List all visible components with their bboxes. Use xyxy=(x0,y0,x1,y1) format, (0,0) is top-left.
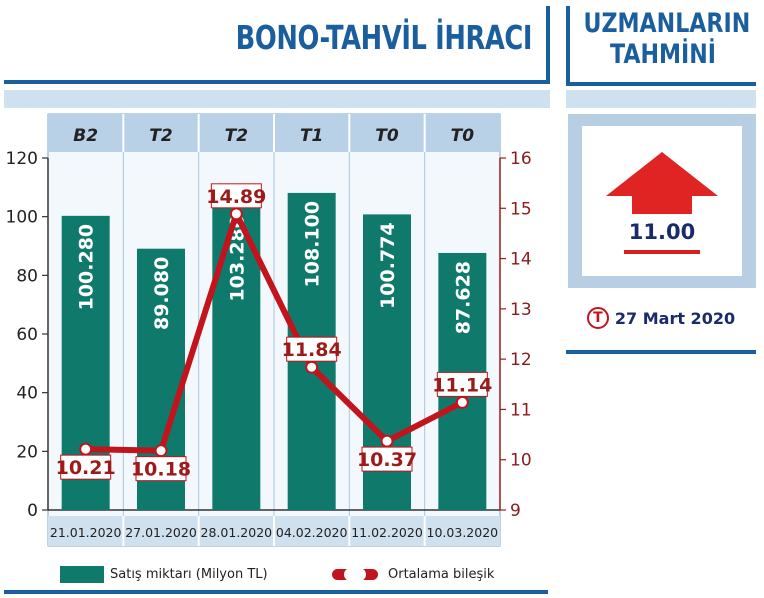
legend-item-line: Ortalama bileşik xyxy=(332,563,494,585)
legend: Satış miktarı (Milyon TL) Ortalama bileş… xyxy=(60,563,520,585)
forecast-title-line2: TAHMİNİ xyxy=(609,39,717,70)
forecast-band xyxy=(566,90,756,108)
bar-value-label: 100.774 xyxy=(377,222,399,309)
x-category-label: 11.02.2020 xyxy=(351,525,423,540)
line-value-label: 11.14 xyxy=(432,374,492,396)
line-path xyxy=(82,210,466,454)
left-tick-label: 60 xyxy=(16,325,38,345)
right-tick-label: 13 xyxy=(510,300,532,320)
chart-title: BONO-TAHVİL İHRACI xyxy=(235,18,533,57)
line-value-label: 11.84 xyxy=(282,339,342,361)
forecast-date: 27 Mart 2020 xyxy=(614,308,736,328)
plot-panel xyxy=(47,113,501,547)
left-axis: 0 20 40 60 80 100 120 xyxy=(6,149,49,521)
right-tick-label: 15 xyxy=(510,199,532,219)
right-tick-label: 10 xyxy=(510,451,532,471)
forecast-date-row: T 27 Mart 2020 xyxy=(566,304,756,332)
forecast-title-line1: UZMANLARIN xyxy=(583,8,751,39)
line-label-box xyxy=(60,454,112,480)
category-header-row: B2 T2 T2 T1 T0 T0 xyxy=(48,114,500,152)
bottom-rule xyxy=(4,590,548,594)
line-value-label: 10.18 xyxy=(131,459,191,481)
up-arrow-icon xyxy=(606,152,718,214)
forecast-panel: UZMANLARIN TAHMİNİ 11.00 T 27 Mart 2020 xyxy=(566,0,760,360)
line-label-box xyxy=(286,336,338,362)
forecast-box: 11.00 xyxy=(568,114,756,288)
line-label-box xyxy=(135,456,187,482)
bar-value-label: 89.080 xyxy=(151,257,173,330)
legend-label-line: Ortalama bileşik xyxy=(388,566,495,582)
title-rule-vertical xyxy=(546,6,550,82)
category-top-label: T0 xyxy=(375,126,399,146)
right-tick-label: 14 xyxy=(510,250,532,270)
category-top-label: T0 xyxy=(451,126,475,146)
forecast-value: 11.00 xyxy=(628,220,696,244)
title-block: BONO-TAHVİL İHRACI xyxy=(4,0,550,88)
category-top-label: B2 xyxy=(73,126,98,146)
date-row: 21.01.2020 27.01.2020 28.01.2020 04.02.2020… xyxy=(48,516,500,546)
x-category-label: 04.02.2020 xyxy=(276,525,348,540)
forecast-box-inner: 11.00 xyxy=(582,126,742,276)
bar-value-label: 87.628 xyxy=(452,261,474,334)
category-top-label: T2 xyxy=(225,126,248,146)
line-point xyxy=(154,444,168,458)
line-point xyxy=(79,442,93,456)
title-band xyxy=(4,90,550,108)
category-top-label: T1 xyxy=(300,126,323,146)
left-tick-label: 100 xyxy=(6,208,38,228)
line-value-label: 10.21 xyxy=(56,457,116,479)
legend-swatch-line xyxy=(332,566,378,583)
forecast-title: UZMANLARIN TAHMİNİ xyxy=(566,8,760,70)
line-point xyxy=(229,207,243,221)
category-top-label: T2 xyxy=(149,126,172,146)
right-tick-label: 11 xyxy=(510,400,532,420)
right-tick-label: 16 xyxy=(510,149,532,169)
right-axis: 9 10 11 12 13 14 15 16 xyxy=(499,149,532,521)
t-logo-icon: T xyxy=(586,307,609,329)
line-value-label: 14.89 xyxy=(206,186,266,208)
forecast-rule-horizontal xyxy=(566,82,756,86)
right-tick-label: 9 xyxy=(510,501,521,521)
bar-value-label: 108.100 xyxy=(302,201,324,288)
chart: B2 T2 T2 T1 T0 T0 0 20 40 60 80 100 120 9 10 11 12 13 14… xyxy=(6,113,532,547)
line-label-box xyxy=(436,371,488,397)
left-tick-label: 20 xyxy=(16,442,38,462)
left-tick-label: 120 xyxy=(6,149,38,169)
left-tick-label: 40 xyxy=(16,384,38,404)
line-point xyxy=(455,395,469,409)
legend-swatch-bars xyxy=(60,565,104,583)
left-tick-label: 0 xyxy=(27,501,38,521)
forecast-bottom-rule xyxy=(566,350,756,354)
forecast-value-underline xyxy=(624,250,700,254)
left-tick-label: 80 xyxy=(16,266,38,286)
title-rule-horizontal xyxy=(4,80,550,84)
legend-item-bars: Satış miktarı (Milyon TL) xyxy=(60,563,268,585)
x-category-label: 10.03.2020 xyxy=(427,525,499,540)
line-label-box xyxy=(210,183,262,209)
forecast-rule-vertical xyxy=(566,6,570,86)
right-tick-label: 12 xyxy=(510,350,532,370)
x-category-label: 21.01.2020 xyxy=(50,525,122,540)
x-category-label: 27.01.2020 xyxy=(125,525,197,540)
line-point xyxy=(380,434,394,448)
legend-label-bars: Satış miktarı (Milyon TL) xyxy=(110,566,268,582)
line-series: 10.21 10.18 14.89 11.84 10.37 11.14 xyxy=(56,183,492,482)
bar-value-label: 100.280 xyxy=(76,224,98,311)
line-label-box xyxy=(361,446,413,472)
x-category-label: 28.01.2020 xyxy=(201,525,273,540)
line-value-label: 10.37 xyxy=(357,449,417,471)
line-point xyxy=(305,360,319,374)
